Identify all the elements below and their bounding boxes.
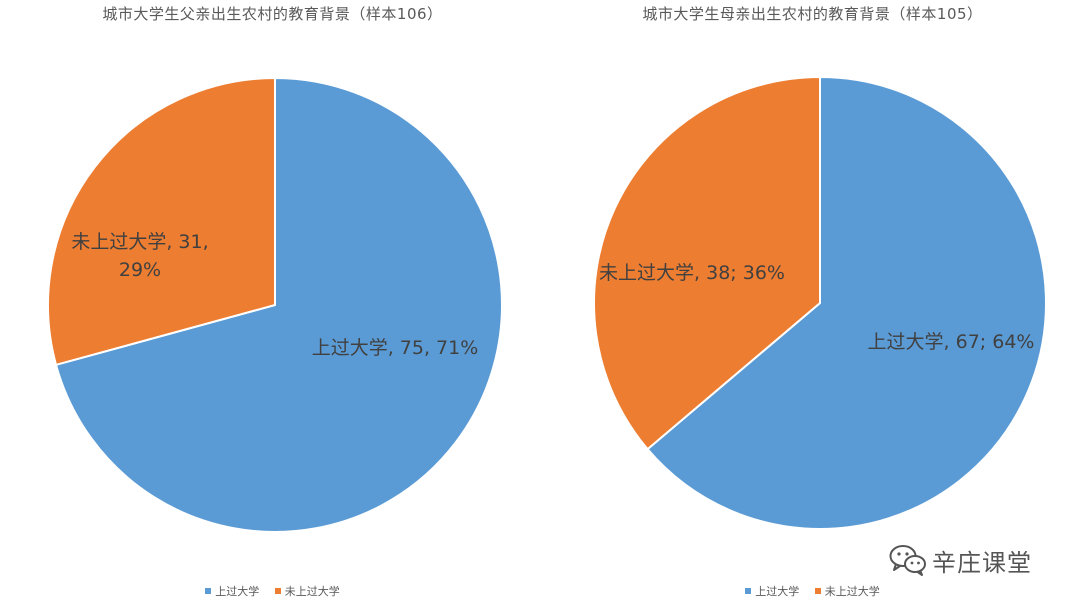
pie-slice-not-attended: [593, 75, 821, 451]
legend-item-not-attended: 未上过大学: [814, 583, 880, 599]
legend-label-not-attended: 未上过大学: [284, 585, 340, 598]
watermark: 辛庄课堂: [888, 540, 1032, 580]
legend-swatch-attended: [205, 588, 212, 594]
legend-swatch-not-attended: [814, 588, 821, 594]
legend-item-attended: 上过大学: [205, 583, 259, 599]
pie-slice-attended: [646, 75, 1047, 530]
data-label-attended: 上过大学, 75, 71%: [312, 337, 479, 359]
legend-label-not-attended: 未上过大学: [824, 585, 880, 598]
chart-legend: 上过大学 未上过大学: [545, 583, 1080, 599]
father-chart-panel: 城市大学生父亲出生农村的教育背景（样本106） 上过大学, 75, 71% 未上过…: [0, 5, 545, 599]
pie-slice-not-attended: [47, 76, 276, 367]
pie-slice-attended: [54, 76, 503, 533]
legend-swatch-not-attended: [274, 588, 281, 594]
chart-legend: 上过大学 未上过大学: [0, 583, 545, 599]
legend-label-attended: 上过大学: [755, 585, 800, 598]
father-pie-chart: 上过大学, 75, 71% 未上过大学, 31, 29%: [47, 76, 503, 533]
legend-item-not-attended: 未上过大学: [274, 583, 340, 599]
chart-title: 城市大学生母亲出生农村的教育背景（样本105）: [642, 5, 983, 23]
data-label-not-attended: 未上过大学, 38; 36%: [599, 262, 785, 284]
watermark-text: 辛庄课堂: [932, 548, 1032, 577]
wechat-icon: [889, 545, 926, 576]
data-label-attended: 上过大学, 67; 64%: [868, 331, 1035, 353]
chart-title: 城市大学生父亲出生农村的教育背景（样本106）: [102, 5, 443, 23]
legend-swatch-attended: [745, 588, 752, 594]
legend-item-attended: 上过大学: [745, 583, 799, 599]
mother-chart-panel: 城市大学生母亲出生农村的教育背景（样本105） 上过大学, 67; 64% 未上过…: [545, 0, 1080, 607]
legend-label-attended: 上过大学: [215, 585, 260, 598]
data-label-not-attended: 未上过大学, 31, 29%: [71, 231, 208, 281]
mother-pie-chart: 上过大学, 67; 64% 未上过大学, 38; 36%: [593, 75, 1047, 530]
